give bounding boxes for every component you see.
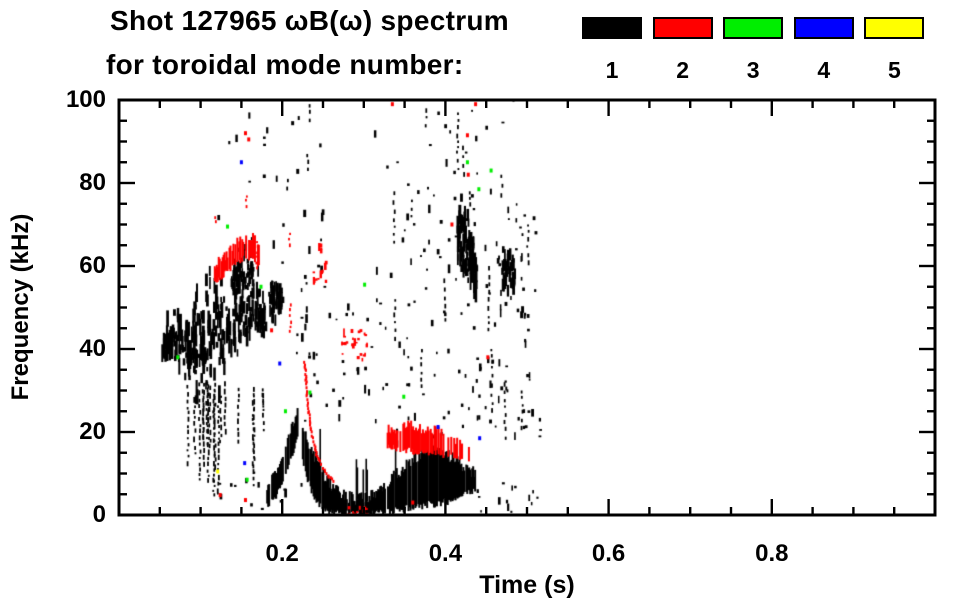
x-axis-label: Time (s) bbox=[479, 571, 575, 599]
y-tick-label-100: 100 bbox=[65, 86, 106, 113]
x-tick-label-0.4: 0.4 bbox=[428, 540, 463, 567]
y-tick-label-80: 80 bbox=[79, 169, 106, 196]
y-tick-label-60: 60 bbox=[79, 252, 106, 279]
x-tick-label-0.8: 0.8 bbox=[755, 540, 789, 567]
y-tick-label-20: 20 bbox=[79, 418, 106, 445]
x-tick-label-0.6: 0.6 bbox=[591, 540, 626, 567]
y-tick-label-0: 0 bbox=[92, 501, 106, 528]
x-tick-label-0.2: 0.2 bbox=[265, 540, 299, 567]
y-tick-label-40: 40 bbox=[79, 335, 106, 362]
y-axis-label: Frequency (kHz) bbox=[7, 213, 34, 401]
